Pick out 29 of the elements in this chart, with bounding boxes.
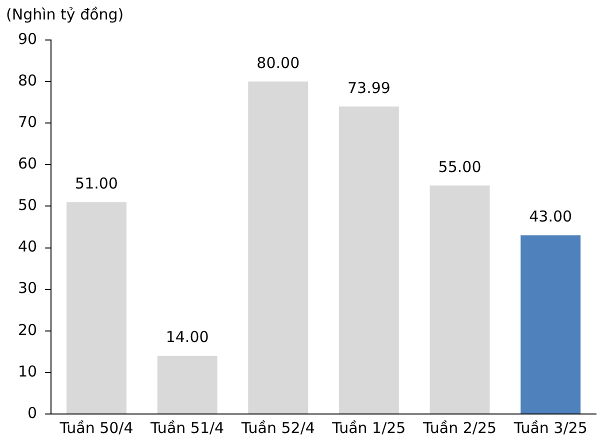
x-tick-label: Tuần 52/4: [240, 418, 315, 437]
y-tick-label: 50: [18, 196, 38, 214]
bar: [66, 202, 126, 414]
x-tick-label: Tuần 2/25: [422, 418, 497, 437]
data-label: 80.00: [256, 54, 300, 72]
y-tick-label: 80: [18, 71, 38, 90]
data-label: 51.00: [75, 174, 118, 192]
y-tick-label: 90: [18, 30, 38, 48]
data-label: 55.00: [438, 158, 482, 176]
x-tick-label: Tuần 1/25: [331, 418, 406, 437]
data-label: 14.00: [166, 328, 209, 346]
bar: [430, 185, 490, 414]
y-tick-label: 60: [18, 154, 38, 173]
y-tick-label: 30: [18, 279, 38, 298]
y-tick-label: 70: [18, 113, 38, 131]
bar: [248, 82, 308, 414]
x-tick-label: Tuần 51/4: [150, 418, 224, 437]
y-tick-label: 40: [18, 238, 38, 256]
data-label: 73.99: [347, 78, 390, 97]
y-tick-label: 0: [28, 404, 38, 422]
bar: [338, 106, 399, 414]
bar: [520, 235, 581, 414]
data-label: 43.00: [529, 208, 572, 226]
x-tick-label: Tuần 3/25: [512, 418, 588, 437]
y-tick-label: 10: [18, 362, 38, 380]
x-tick-label: Tuần 50/4: [58, 418, 134, 437]
y-tick-label: 20: [18, 320, 38, 339]
bar: [157, 356, 218, 414]
y-axis-title: (Nghìn tỷ đồng): [6, 5, 124, 24]
